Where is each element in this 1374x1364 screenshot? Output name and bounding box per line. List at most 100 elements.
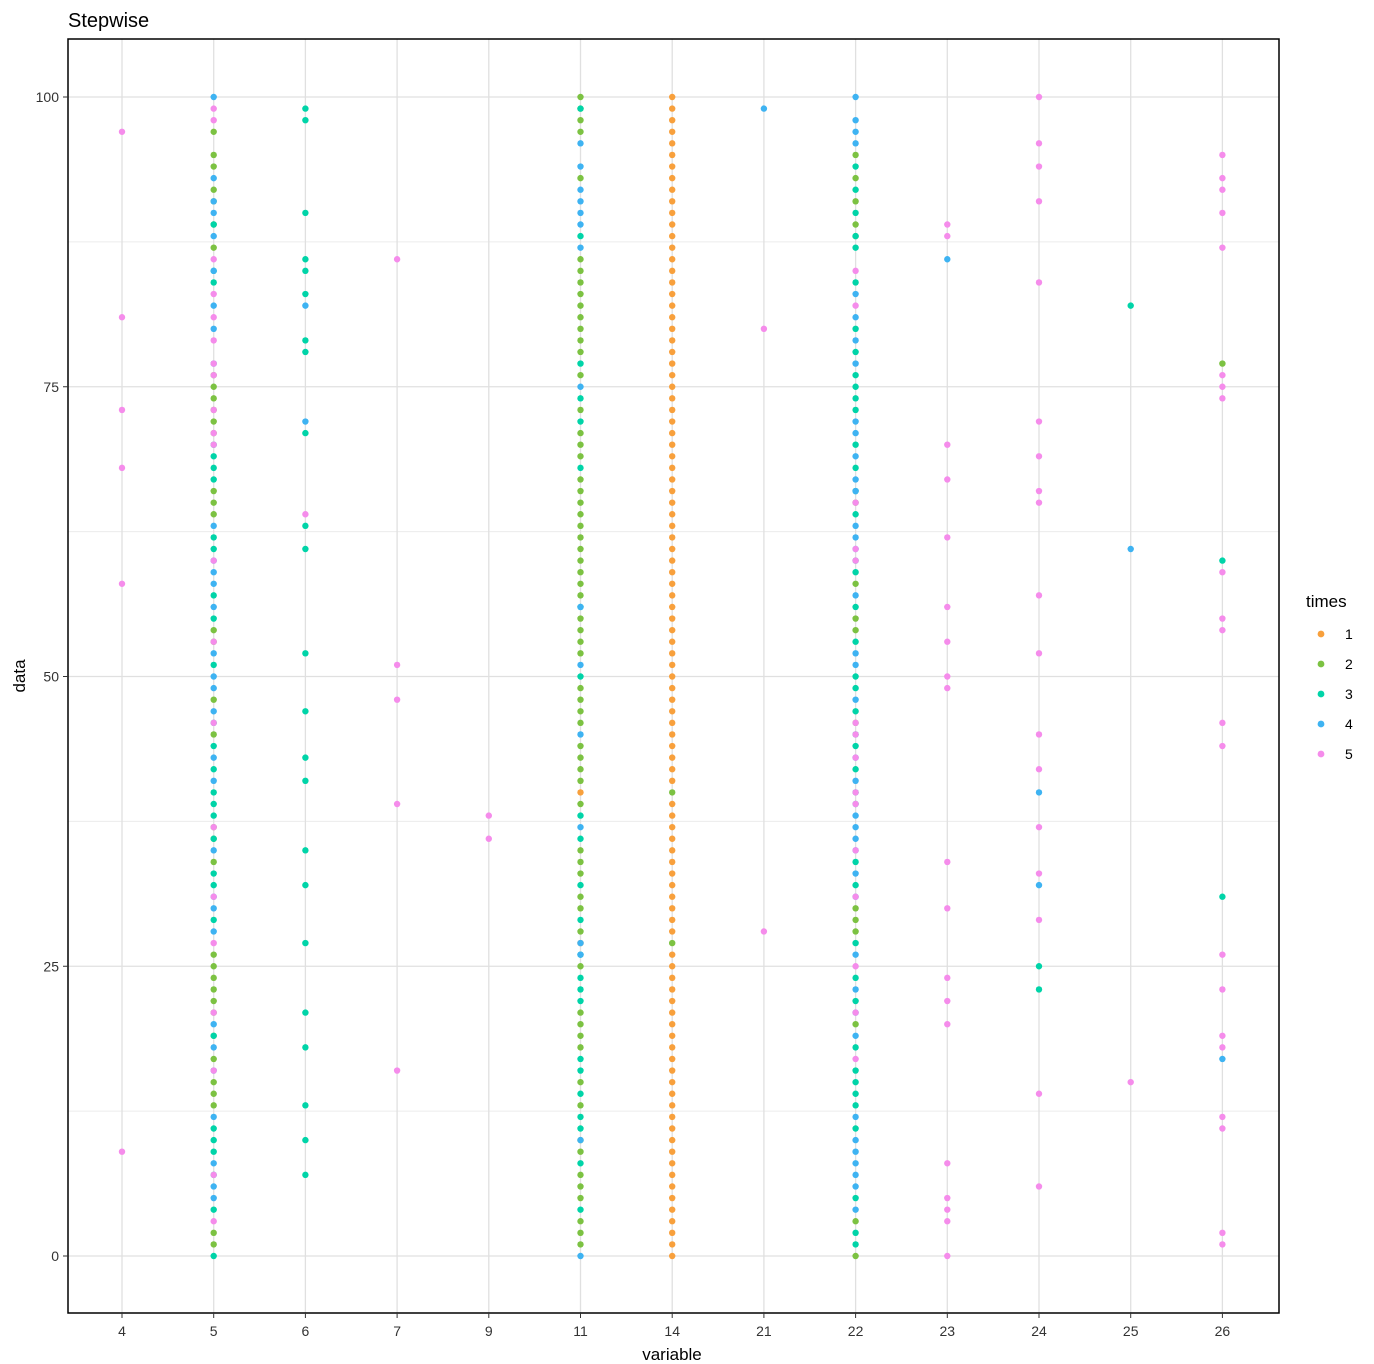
data-point bbox=[210, 1218, 217, 1225]
data-point bbox=[577, 453, 584, 460]
data-point bbox=[669, 522, 676, 530]
data-point bbox=[669, 835, 676, 842]
x-tick-label: 23 bbox=[940, 1323, 956, 1339]
data-point bbox=[669, 221, 676, 228]
data-point bbox=[852, 835, 859, 842]
data-point bbox=[1219, 209, 1226, 217]
data-point bbox=[669, 557, 676, 564]
data-point bbox=[210, 580, 217, 587]
data-point bbox=[852, 812, 859, 819]
data-point bbox=[852, 1009, 859, 1016]
data-point bbox=[1127, 302, 1134, 309]
data-point bbox=[944, 1020, 951, 1028]
data-point bbox=[669, 314, 676, 321]
data-point bbox=[852, 534, 859, 541]
data-point bbox=[1219, 1125, 1226, 1132]
data-point bbox=[302, 302, 309, 309]
data-point bbox=[577, 754, 584, 761]
data-point bbox=[210, 244, 217, 251]
data-point bbox=[577, 719, 584, 727]
data-point bbox=[669, 232, 676, 240]
data-point bbox=[577, 568, 584, 576]
data-point bbox=[852, 568, 859, 576]
data-point bbox=[669, 1055, 676, 1063]
data-point bbox=[210, 557, 217, 564]
data-point bbox=[1219, 986, 1226, 993]
data-point bbox=[760, 928, 768, 935]
data-point bbox=[210, 116, 217, 124]
data-point bbox=[577, 93, 584, 101]
data-point bbox=[577, 1160, 584, 1167]
data-point bbox=[852, 244, 859, 251]
data-point bbox=[669, 279, 676, 286]
data-point bbox=[210, 1148, 217, 1155]
data-point bbox=[944, 1206, 951, 1213]
data-point bbox=[669, 626, 676, 634]
data-point bbox=[669, 1148, 676, 1155]
data-point bbox=[210, 650, 217, 657]
data-point bbox=[852, 905, 859, 912]
data-point bbox=[302, 105, 309, 112]
data-point bbox=[393, 696, 401, 703]
data-point bbox=[669, 1067, 676, 1074]
data-point bbox=[852, 1160, 859, 1167]
data-point bbox=[669, 603, 676, 611]
y-tick-label: 50 bbox=[43, 669, 59, 685]
data-point bbox=[852, 1067, 859, 1074]
data-point bbox=[577, 511, 584, 518]
data-point bbox=[577, 232, 584, 240]
data-point bbox=[852, 151, 859, 159]
data-point bbox=[577, 476, 584, 483]
data-point bbox=[852, 429, 859, 437]
data-point bbox=[577, 140, 584, 147]
data-point bbox=[577, 1229, 584, 1237]
data-point bbox=[1219, 719, 1226, 727]
data-point bbox=[577, 337, 584, 344]
data-point bbox=[852, 997, 859, 1005]
data-point bbox=[118, 406, 126, 414]
data-point bbox=[577, 592, 584, 599]
data-point bbox=[852, 1113, 859, 1121]
data-point bbox=[577, 893, 584, 900]
data-point bbox=[669, 789, 676, 796]
data-point bbox=[577, 116, 584, 124]
data-point bbox=[944, 476, 951, 483]
data-point bbox=[577, 1183, 584, 1190]
data-point bbox=[669, 93, 676, 101]
data-point bbox=[577, 244, 584, 251]
data-point bbox=[760, 325, 768, 332]
data-point bbox=[852, 325, 859, 332]
data-point bbox=[210, 221, 217, 228]
x-tick-label: 11 bbox=[573, 1323, 588, 1339]
data-point bbox=[852, 731, 859, 738]
data-point bbox=[302, 1044, 309, 1051]
data-point bbox=[210, 209, 217, 217]
data-point bbox=[852, 1020, 859, 1028]
data-point bbox=[669, 128, 676, 135]
data-point bbox=[210, 673, 217, 680]
data-point bbox=[210, 198, 217, 205]
data-point bbox=[669, 163, 676, 170]
data-point bbox=[210, 603, 217, 611]
y-tick-label: 0 bbox=[51, 1248, 59, 1264]
data-point bbox=[118, 314, 126, 321]
data-point bbox=[669, 1183, 676, 1190]
data-point bbox=[852, 684, 859, 692]
data-point bbox=[577, 1102, 584, 1109]
data-point bbox=[210, 395, 217, 402]
legend-label: 5 bbox=[1345, 746, 1353, 762]
data-point bbox=[852, 290, 859, 298]
data-point bbox=[210, 418, 217, 425]
data-point bbox=[944, 997, 951, 1005]
data-point bbox=[852, 499, 859, 506]
data-point bbox=[852, 615, 859, 622]
data-point bbox=[669, 766, 676, 773]
data-point bbox=[577, 731, 584, 738]
data-point bbox=[118, 128, 126, 135]
data-point bbox=[1219, 1044, 1226, 1051]
data-point bbox=[852, 858, 859, 866]
data-point bbox=[577, 534, 584, 541]
data-point bbox=[302, 290, 309, 298]
data-point bbox=[852, 650, 859, 657]
